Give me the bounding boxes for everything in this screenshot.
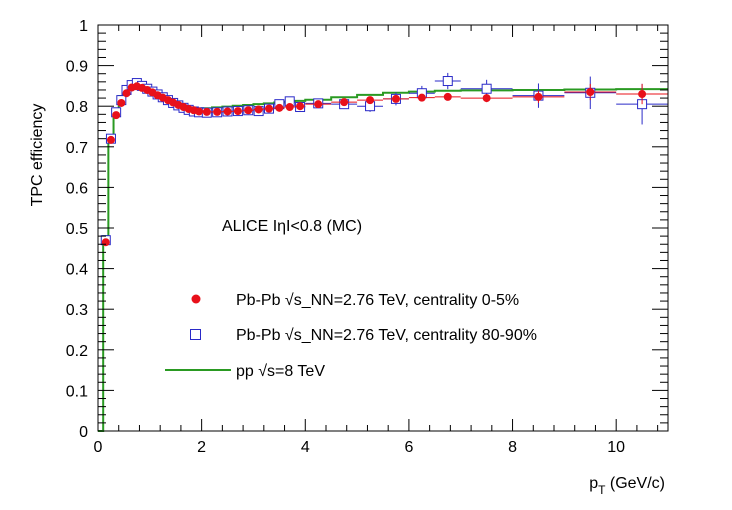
circle-marker: [195, 107, 204, 116]
y-tick-label: 0.5: [66, 221, 88, 238]
series-central-point: [408, 93, 435, 102]
y-tick-label: 0.4: [66, 262, 88, 279]
circle-marker: [213, 107, 222, 116]
series-central-point: [253, 105, 264, 114]
x-axis-title-sub: T: [598, 483, 606, 497]
y-tick-label: 0.7: [66, 140, 88, 157]
x-tick-label: 4: [301, 439, 310, 456]
circle-marker: [296, 102, 305, 111]
x-tick-label: 8: [508, 439, 517, 456]
series-central-point: [101, 238, 110, 247]
x-axis-title-unit: (GeV/c): [605, 475, 665, 492]
axis-layer: 0 2 4 6 8 10 0 0.1 0.2 0.3 0.4 0.5 0.6 0.7 0.8 0.9 1: [66, 18, 668, 456]
circle-marker: [244, 106, 253, 115]
series-central-point: [274, 103, 285, 112]
legend: Pb-Pb √s_NN=2.76 TeV, centrality 0-5% Pb…: [165, 292, 537, 380]
series-central-point: [383, 94, 409, 103]
y-tick-label: 0.1: [66, 383, 88, 400]
series-central-point: [434, 92, 461, 101]
circle-marker: [391, 94, 400, 103]
circle-marker: [202, 107, 211, 116]
circle-marker: [112, 111, 121, 120]
square-marker: [481, 83, 492, 94]
circle-marker: [101, 238, 110, 247]
x-tick-label: 2: [197, 439, 206, 456]
circle-marker: [340, 98, 349, 107]
circle-marker: [285, 103, 294, 112]
series-central-point: [294, 102, 306, 111]
series-central-point: [117, 98, 126, 107]
legend-marker-central: [191, 294, 201, 304]
legend-label-pp: pp √s=8 TeV: [236, 363, 325, 380]
series-central-point: [460, 94, 513, 103]
circle-marker: [586, 87, 595, 96]
series-central-point: [331, 98, 358, 107]
series-central-point: [357, 96, 383, 105]
x-tick-label: 10: [607, 439, 625, 456]
circle-marker: [265, 104, 273, 113]
series-central-point: [616, 83, 668, 105]
series-central-point: [201, 107, 212, 116]
series-peripheral-point: [434, 72, 461, 90]
series-central-point: [564, 83, 617, 101]
circle-marker: [314, 100, 323, 109]
series-central-point: [195, 107, 204, 116]
y-axis-title: TPC efficiency: [29, 104, 46, 207]
series-central-point: [122, 89, 131, 98]
series-central-point: [512, 90, 565, 103]
series-central-point: [305, 100, 332, 109]
x-tick-label: 6: [404, 439, 413, 456]
y-tick-label: 0.8: [66, 99, 88, 116]
x-tick-label: 0: [94, 439, 103, 456]
legend-label-peripheral: Pb-Pb √s_NN=2.76 TeV, centrality 80-90%: [236, 327, 537, 344]
series-central-point: [222, 107, 233, 116]
circle-marker: [223, 107, 232, 116]
x-axis-title: pT (GeV/c): [589, 475, 665, 497]
annotation-alice: ALICE IηI<0.8 (MC): [222, 218, 362, 235]
y-tick-label: 0.6: [66, 180, 88, 197]
circle-marker: [106, 135, 115, 144]
series-central-point: [263, 104, 275, 113]
legend-label-central: Pb-Pb √s_NN=2.76 TeV, centrality 0-5%: [236, 292, 519, 309]
series-central-point: [232, 107, 244, 116]
x-axis-title-main: p: [589, 475, 598, 492]
circle-marker: [482, 94, 491, 103]
circle-marker: [233, 107, 242, 116]
series-central-point: [112, 111, 121, 120]
circle-marker: [366, 96, 375, 105]
series-central-point: [284, 103, 295, 112]
y-tick-label: 1: [79, 18, 88, 35]
circle-marker: [534, 92, 543, 101]
circle-marker: [122, 89, 131, 98]
y-tick-label: 0: [79, 424, 88, 441]
y-tick-label: 0.3: [66, 302, 88, 319]
series-central-point: [212, 107, 223, 116]
circle-marker: [638, 90, 647, 99]
circle-marker: [275, 103, 284, 112]
circle-marker: [254, 105, 263, 114]
data-layer: [98, 72, 668, 432]
series-central-point: [106, 135, 115, 144]
circle-marker: [417, 93, 426, 102]
y-tick-label: 0.9: [66, 59, 88, 76]
circle-marker: [443, 92, 452, 101]
series-central-point: [243, 106, 254, 115]
y-tick-label: 0.2: [66, 343, 88, 360]
circle-marker: [117, 98, 126, 107]
square-marker: [442, 76, 453, 87]
legend-marker-peripheral: [190, 329, 201, 340]
